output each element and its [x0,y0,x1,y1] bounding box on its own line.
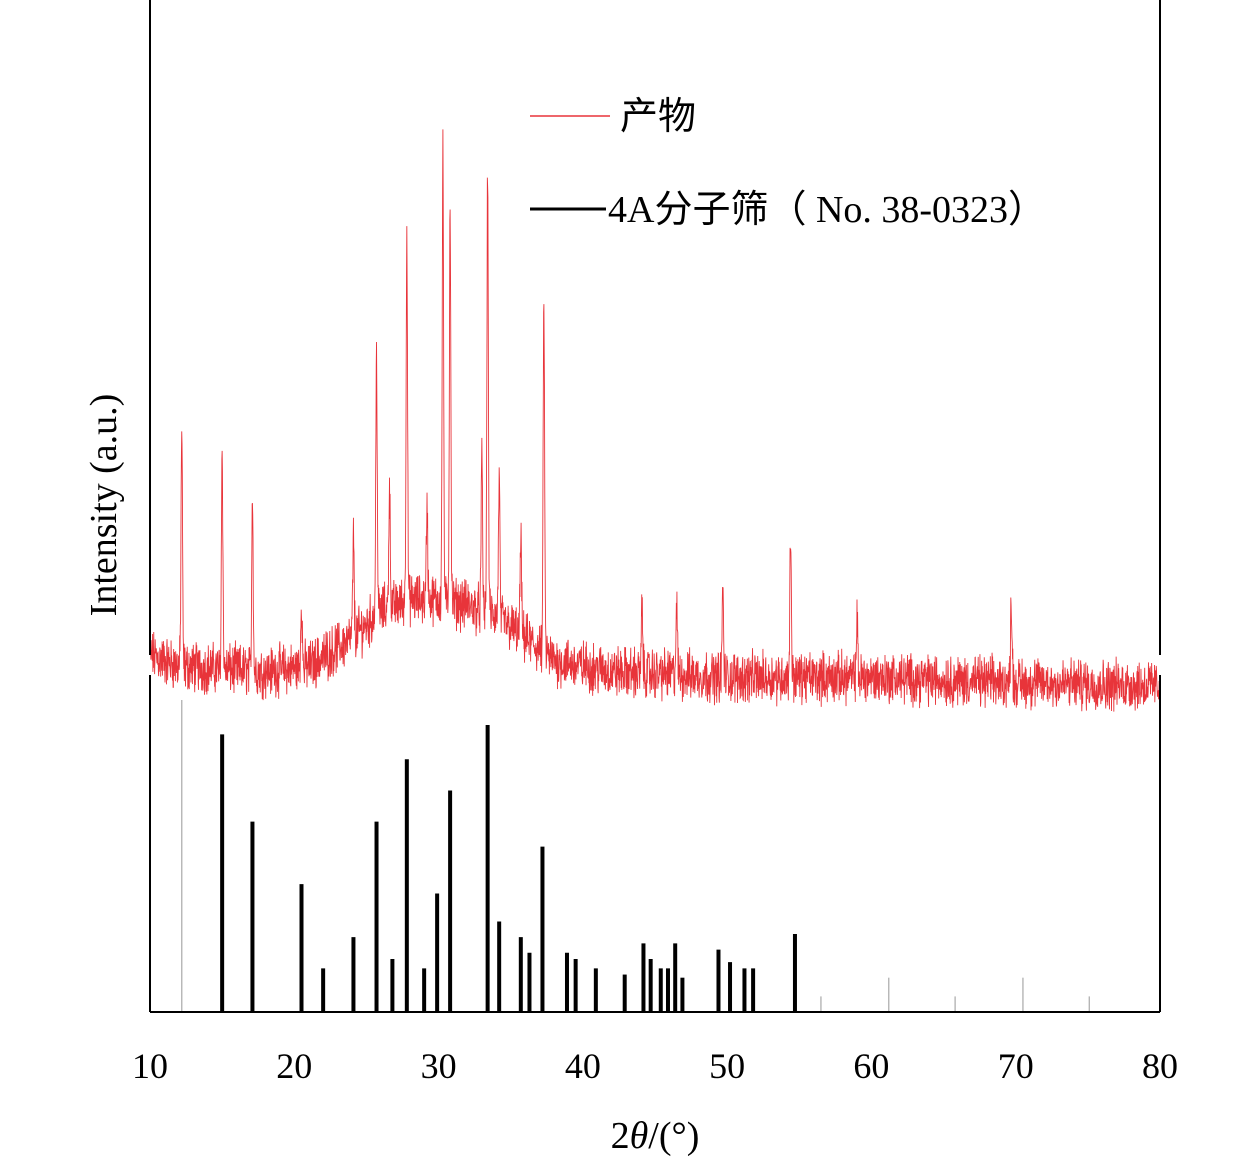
reference-sticks [181,700,1091,1012]
x-tick-label: 30 [421,1046,457,1086]
x-axis-title-suffix: /(°) [648,1115,699,1157]
x-tick-label: 10 [132,1046,168,1086]
x-ticks: 10 20 30 40 50 60 70 80 [132,1046,1178,1086]
x-axis-title-prefix: 2 [611,1115,630,1157]
x-axis-title: 2θ/(°) [611,1115,700,1157]
x-tick-label: 40 [565,1046,601,1086]
x-tick-label: 50 [709,1046,745,1086]
legend-label-product: 产物 [620,96,696,138]
x-tick-label: 70 [998,1046,1034,1086]
x-tick-label: 20 [276,1046,312,1086]
legend: 产物 4A分子筛（ No. 38-0323） [530,96,1046,231]
x-axis-title-symbol: θ [630,1115,649,1157]
legend-label-reference: 4A分子筛（ No. 38-0323） [608,189,1046,231]
product-trace [149,129,1161,712]
x-tick-label: 80 [1142,1046,1178,1086]
y-axis-title: Intensity (a.u.) [83,394,125,617]
product-pattern-line [149,129,1161,712]
x-tick-label: 60 [853,1046,889,1086]
plot-frame [149,0,1161,1013]
